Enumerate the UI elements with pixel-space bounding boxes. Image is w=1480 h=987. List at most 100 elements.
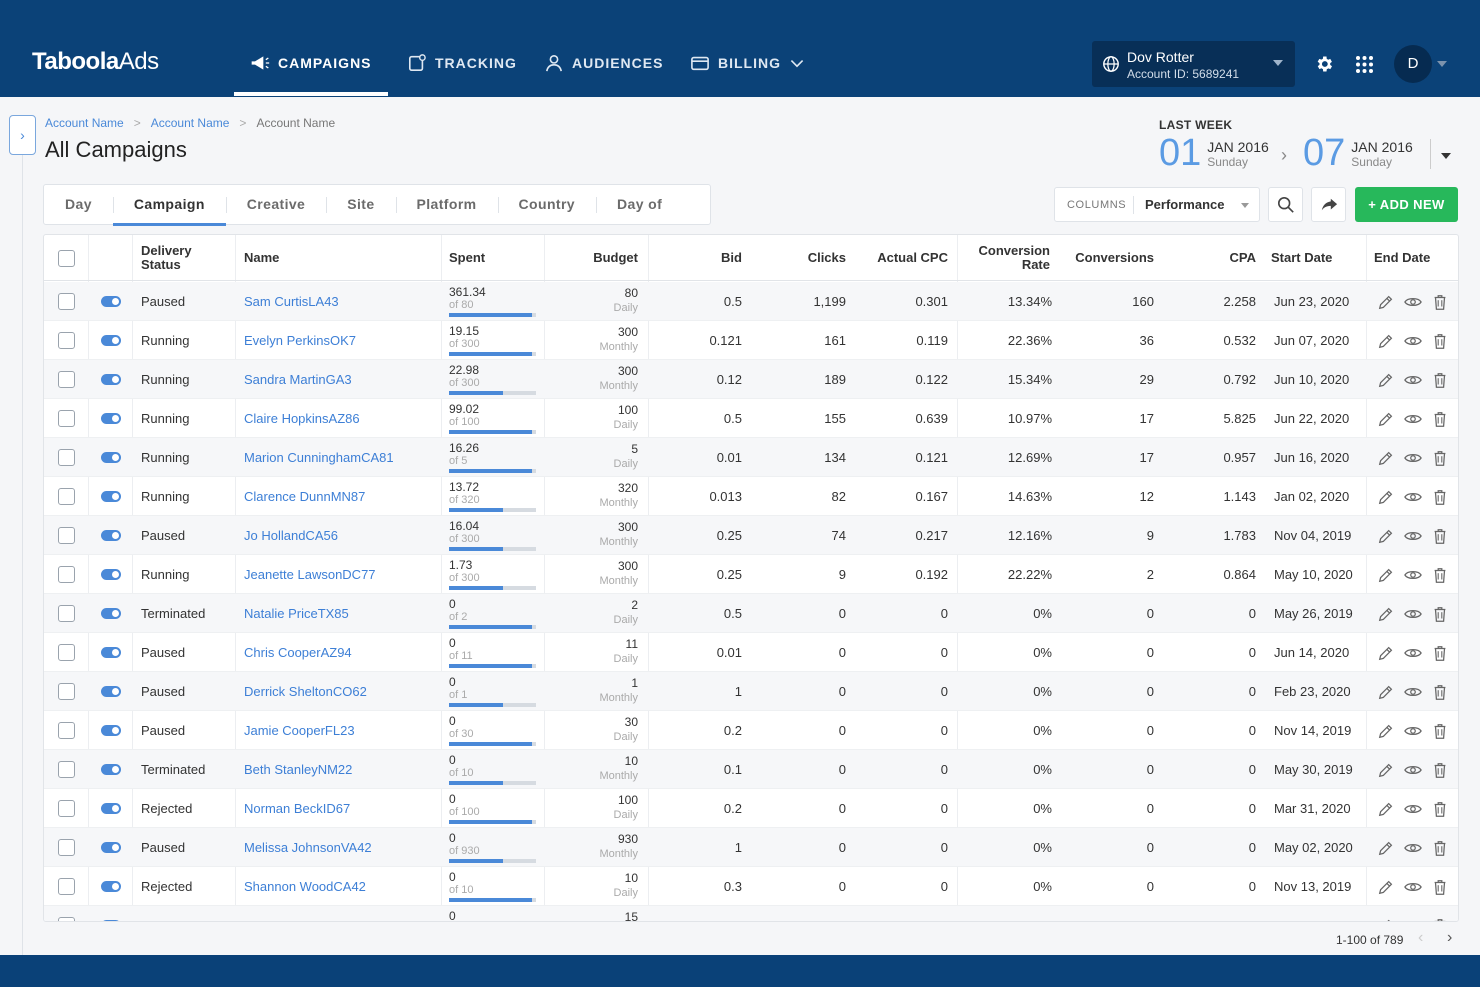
column-header-actual-cpc[interactable]: Actual CPC [877, 250, 948, 265]
row-checkbox[interactable] [58, 605, 75, 622]
trash-icon[interactable] [1430, 371, 1450, 389]
sidebar-toggle-button[interactable]: › [9, 115, 36, 155]
campaign-name-link[interactable]: Natalie PriceTX85 [244, 606, 349, 621]
table-row[interactable]: Running Sandra MartinGA3 22.98 of 300 300 Mon… [44, 360, 1458, 399]
trash-icon[interactable] [1430, 917, 1450, 922]
status-toggle[interactable] [101, 335, 121, 346]
tab-day[interactable]: Day [65, 196, 92, 212]
share-button[interactable] [1311, 187, 1346, 222]
tab-platform[interactable]: Platform [395, 185, 498, 224]
row-checkbox[interactable] [58, 293, 75, 310]
table-row[interactable]: Paused Jamie CooperFL23 0 of 30 30 Daily 0.2 0 0… [44, 711, 1458, 750]
edit-pencil-icon[interactable] [1376, 449, 1396, 467]
row-checkbox[interactable] [58, 527, 75, 544]
nav-tracking[interactable]: TRACKING [407, 54, 517, 72]
trash-icon[interactable] [1430, 566, 1450, 584]
user-avatar[interactable]: D [1394, 45, 1432, 83]
column-header-delivery-status[interactable]: Delivery Status [141, 243, 192, 272]
row-checkbox[interactable] [58, 488, 75, 505]
row-checkbox[interactable] [58, 917, 75, 921]
eye-icon[interactable] [1403, 917, 1423, 922]
campaign-name-link[interactable]: Claire HopkinsAZ86 [244, 411, 360, 426]
tab-country[interactable]: Country [497, 185, 596, 224]
status-toggle[interactable] [101, 842, 121, 853]
table-row[interactable]: Running Claire HopkinsAZ86 99.02 of 100 100 D… [44, 399, 1458, 438]
chevron-right-icon[interactable]: › [1447, 929, 1453, 946]
tab-creative[interactable]: Creative [225, 185, 326, 224]
table-row[interactable]: Paused Sam CurtisLA43 361.34 of 80 80 Daily 0.… [44, 282, 1458, 321]
table-row[interactable]: Running Evelyn PerkinsOK7 19.15 of 300 300 Mo… [44, 321, 1458, 360]
date-to[interactable]: 07 JAN 2016 Sunday [1303, 132, 1413, 174]
row-checkbox[interactable] [58, 800, 75, 817]
row-checkbox[interactable] [58, 332, 75, 349]
column-header-clicks[interactable]: Clicks [807, 250, 846, 265]
table-row[interactable]: Terminated Beth StanleyNM22 0 of 10 10 Monthl… [44, 750, 1458, 789]
column-header-conversions[interactable]: Conversions [1075, 250, 1154, 265]
eye-icon[interactable] [1403, 839, 1423, 857]
campaign-name-link[interactable]: Jo HollandCA56 [244, 528, 338, 543]
column-header-end-date[interactable]: End Date [1374, 250, 1431, 265]
status-toggle[interactable] [101, 803, 121, 814]
table-row[interactable]: Running Marion CunninghamCA81 16.26 of 5 5 Da… [44, 438, 1458, 477]
row-checkbox[interactable] [58, 683, 75, 700]
tab-day-of-week[interactable]: Day of Week [596, 185, 710, 251]
caret-down-icon[interactable] [1437, 61, 1447, 67]
eye-icon[interactable] [1403, 332, 1423, 350]
trash-icon[interactable] [1430, 410, 1450, 428]
column-header-bid[interactable]: Bid [721, 250, 742, 265]
status-toggle[interactable] [101, 647, 121, 658]
row-checkbox[interactable] [58, 722, 75, 739]
status-toggle[interactable] [101, 491, 121, 502]
trash-icon[interactable] [1430, 332, 1450, 350]
column-header-conversion-rate[interactable]: Conversion Rate [978, 243, 1050, 272]
column-header-name[interactable]: Name [244, 250, 280, 265]
campaign-name-link[interactable]: Shannon WoodCA42 [244, 879, 366, 894]
select-all-checkbox[interactable] [58, 250, 75, 267]
table-row[interactable]: Rejected Norman BeckID67 0 of 100 100 Daily 0.… [44, 789, 1458, 828]
edit-pencil-icon[interactable] [1376, 644, 1396, 662]
trash-icon[interactable] [1430, 644, 1450, 662]
date-from[interactable]: 01 JAN 2016 Sunday [1159, 132, 1269, 174]
status-toggle[interactable] [101, 452, 121, 463]
eye-icon[interactable] [1403, 371, 1423, 389]
tab-campaign[interactable]: Campaign [112, 185, 226, 226]
eye-icon[interactable] [1403, 761, 1423, 779]
campaign-name-link[interactable]: Marion CunninghamCA81 [244, 450, 394, 465]
eye-icon[interactable] [1403, 800, 1423, 818]
campaign-name-link[interactable]: Melissa JohnsonVA42 [244, 840, 372, 855]
edit-pencil-icon[interactable] [1376, 371, 1396, 389]
trash-icon[interactable] [1430, 878, 1450, 896]
row-checkbox[interactable] [58, 878, 75, 895]
table-row[interactable]: Paused Chris CooperAZ94 0 of 11 11 Daily 0.01 0… [44, 633, 1458, 672]
edit-pencil-icon[interactable] [1376, 527, 1396, 545]
columns-selector[interactable]: COLUMNS Performance [1054, 187, 1260, 222]
eye-icon[interactable] [1403, 605, 1423, 623]
eye-icon[interactable] [1403, 449, 1423, 467]
trash-icon[interactable] [1430, 449, 1450, 467]
campaign-name-link[interactable]: Beth StanleyNM22 [244, 762, 353, 777]
column-header-spent[interactable]: Spent [449, 250, 486, 265]
status-toggle[interactable] [101, 374, 121, 385]
status-toggle[interactable] [101, 413, 121, 424]
campaign-name-link[interactable]: Derrick SheltonCO62 [244, 684, 367, 699]
row-checkbox[interactable] [58, 839, 75, 856]
table-row[interactable]: Running Jeanette LawsonDC77 1.73 of 300 300 M… [44, 555, 1458, 594]
status-toggle[interactable] [101, 764, 121, 775]
trash-icon[interactable] [1430, 800, 1450, 818]
row-checkbox[interactable] [58, 449, 75, 466]
eye-icon[interactable] [1403, 488, 1423, 506]
eye-icon[interactable] [1403, 410, 1423, 428]
gear-icon[interactable] [1314, 54, 1334, 74]
row-checkbox[interactable] [58, 644, 75, 661]
status-toggle[interactable] [101, 569, 121, 580]
campaign-name-link[interactable]: Sandra MartinGA3 [244, 372, 352, 387]
table-row[interactable]: Paused Derrick SheltonCO62 0 of 1 1 Monthly 1 0… [44, 672, 1458, 711]
edit-pencil-icon[interactable] [1376, 410, 1396, 428]
table-row[interactable]: 0 15 [44, 906, 1458, 922]
table-row[interactable]: Paused Jo HollandCA56 16.04 of 300 300 Monthl… [44, 516, 1458, 555]
eye-icon[interactable] [1403, 878, 1423, 896]
campaign-name-link[interactable]: Jamie CooperFL23 [244, 723, 355, 738]
account-switcher[interactable]: Dov Rotter Account ID: 5689241 [1092, 41, 1295, 87]
column-header-start-date[interactable]: Start Date [1271, 250, 1333, 265]
edit-pencil-icon[interactable] [1376, 293, 1396, 311]
